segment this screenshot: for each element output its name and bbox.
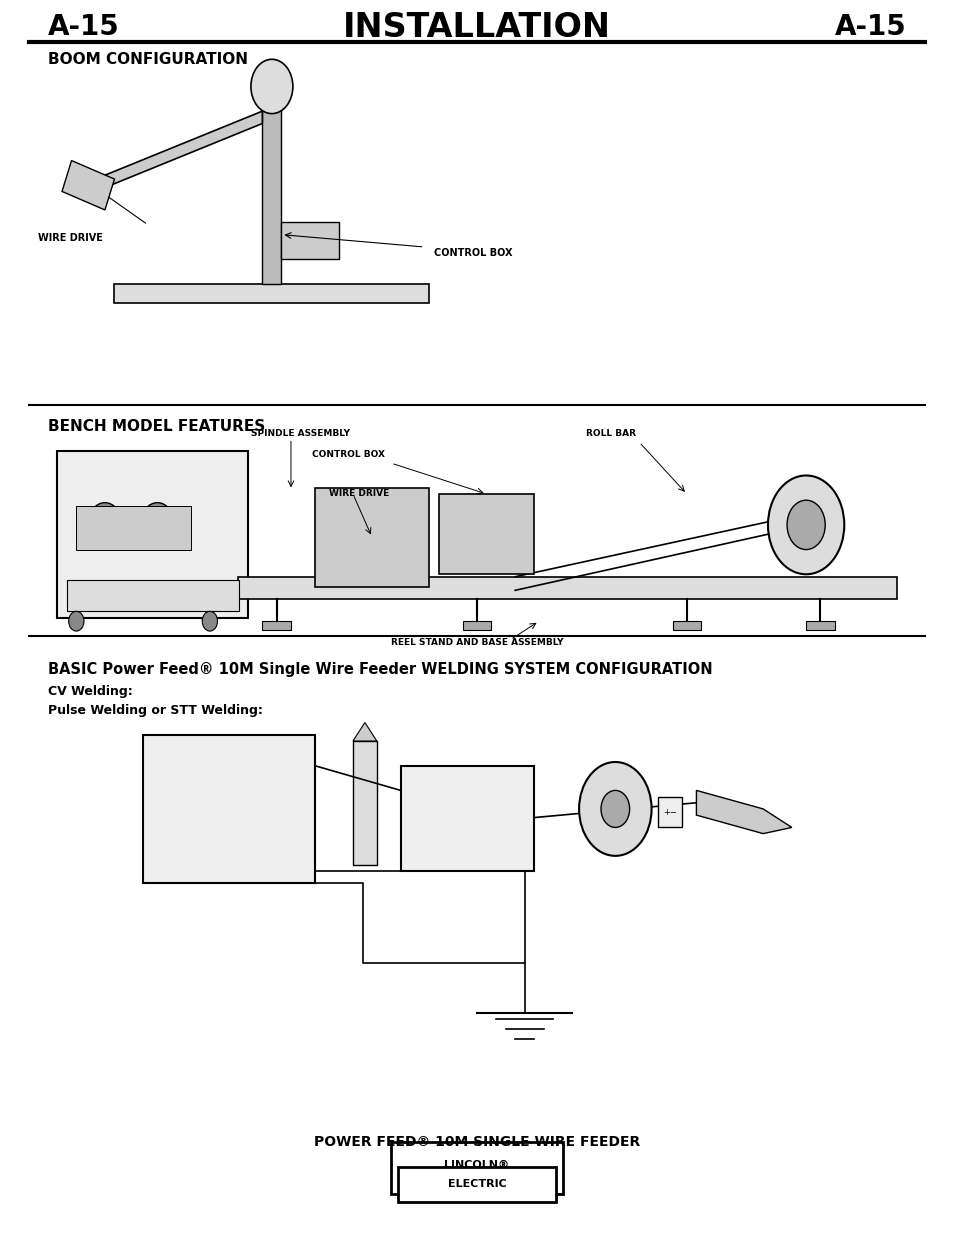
- Text: CV Welding:: CV Welding:: [48, 685, 132, 698]
- Circle shape: [140, 503, 174, 547]
- Bar: [462, 621, 491, 630]
- Circle shape: [767, 475, 843, 574]
- Circle shape: [600, 790, 629, 827]
- Text: BENCH MODEL FEATURES: BENCH MODEL FEATURES: [48, 419, 265, 433]
- Polygon shape: [281, 222, 338, 259]
- Bar: [658, 797, 681, 827]
- Bar: [400, 766, 534, 871]
- Bar: [143, 735, 314, 883]
- Text: WIRE DRIVE: WIRE DRIVE: [329, 489, 389, 499]
- Text: ROLL BAR: ROLL BAR: [585, 430, 635, 438]
- Circle shape: [88, 503, 122, 547]
- Bar: [805, 621, 834, 630]
- Text: WIRE DRIVE: WIRE DRIVE: [38, 233, 103, 243]
- Circle shape: [786, 500, 824, 550]
- Polygon shape: [353, 722, 376, 741]
- FancyBboxPatch shape: [391, 1142, 562, 1194]
- Text: CONTROL BOX: CONTROL BOX: [434, 248, 512, 258]
- Bar: [438, 494, 534, 574]
- Circle shape: [578, 762, 651, 856]
- Text: Pulse Welding or STT Welding:: Pulse Welding or STT Welding:: [48, 704, 262, 716]
- Polygon shape: [95, 111, 262, 191]
- Text: POWER FEED® 10M SINGLE WIRE FEEDER: POWER FEED® 10M SINGLE WIRE FEEDER: [314, 1135, 639, 1150]
- Text: INSTALLATION: INSTALLATION: [343, 11, 610, 43]
- Text: SPINDLE ASSEMBLY: SPINDLE ASSEMBLY: [251, 430, 350, 438]
- Bar: [314, 488, 429, 587]
- Text: A-15: A-15: [48, 14, 119, 41]
- Text: REEL STAND AND BASE ASSEMBLY: REEL STAND AND BASE ASSEMBLY: [391, 637, 562, 647]
- Bar: [76, 506, 191, 550]
- Text: ELECTRIC: ELECTRIC: [447, 1179, 506, 1189]
- Polygon shape: [696, 790, 791, 834]
- Bar: [672, 621, 700, 630]
- Circle shape: [251, 59, 293, 114]
- Text: CONTROL BOX: CONTROL BOX: [312, 451, 384, 459]
- Polygon shape: [262, 86, 281, 284]
- Text: A-15: A-15: [834, 14, 905, 41]
- FancyBboxPatch shape: [397, 1167, 556, 1202]
- Text: BASIC Power Feed® 10M Single Wire Feeder WELDING SYSTEM CONFIGURATION: BASIC Power Feed® 10M Single Wire Feeder…: [48, 662, 712, 677]
- Circle shape: [202, 611, 217, 631]
- FancyBboxPatch shape: [57, 451, 248, 618]
- Text: LINCOLN®: LINCOLN®: [444, 1160, 509, 1170]
- Circle shape: [69, 611, 84, 631]
- Polygon shape: [62, 161, 114, 210]
- Bar: [262, 621, 291, 630]
- Text: BOOM CONFIGURATION: BOOM CONFIGURATION: [48, 52, 248, 67]
- Polygon shape: [114, 284, 429, 303]
- Text: +−: +−: [662, 808, 677, 816]
- Bar: [353, 741, 376, 864]
- Bar: [238, 577, 896, 599]
- Bar: [67, 580, 238, 611]
